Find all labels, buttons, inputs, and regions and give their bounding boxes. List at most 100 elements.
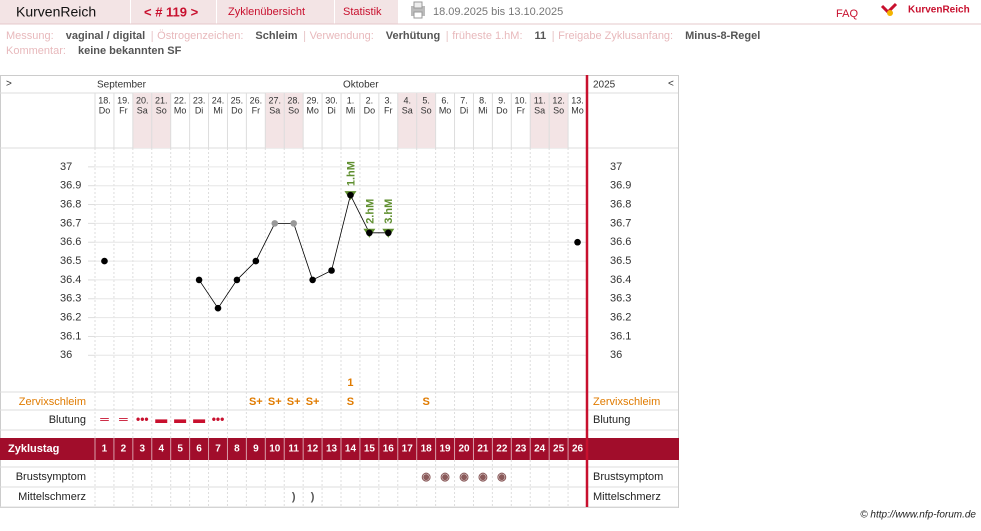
row-label: Brustsymptom <box>16 471 86 483</box>
cycle-day: 4 <box>158 444 164 455</box>
weekday-label: Do <box>364 105 376 115</box>
y-tick-label: 36.4 <box>610 274 631 286</box>
y-tick-label: 36.8 <box>60 198 81 210</box>
nav-prev[interactable]: > <box>6 79 12 90</box>
y-tick-label: 36.9 <box>610 180 631 192</box>
weekday-label: Do <box>231 105 243 115</box>
tab-overview[interactable]: Zyklenübersicht <box>228 6 305 18</box>
weekend-shade <box>416 93 436 148</box>
stats-tab[interactable] <box>335 0 398 24</box>
weekday-label: Di <box>327 105 336 115</box>
temperature-point <box>101 257 108 265</box>
cervix-symbol: S+ <box>306 396 320 408</box>
y-tick-label: 36.1 <box>610 330 631 342</box>
cycle-day: 22 <box>496 444 508 455</box>
date-label: 4. <box>403 95 411 105</box>
print-icon[interactable] <box>411 1 425 19</box>
cycle-day: 14 <box>345 444 357 455</box>
overview-tab[interactable] <box>217 0 334 24</box>
bleeding-symbol: ••• <box>212 412 225 426</box>
hm-label: 2.hM <box>364 199 376 224</box>
cycle-day: 24 <box>534 444 546 455</box>
date-label: 9. <box>498 95 506 105</box>
temperature-point <box>385 229 392 237</box>
cycle-day: 17 <box>402 444 414 455</box>
cycle-day: 3 <box>140 444 146 455</box>
nav-next[interactable]: < <box>668 79 674 90</box>
cycle-day-bar <box>0 438 679 460</box>
cycle-day: 9 <box>253 444 259 455</box>
cycle-day: 7 <box>215 444 221 455</box>
info-value: vaginal / digital <box>66 30 145 42</box>
cervix-symbol: S+ <box>268 396 282 408</box>
temperature-point <box>195 276 203 284</box>
weekday-label: Mo <box>174 105 187 115</box>
y-tick-label: 36 <box>610 349 622 361</box>
hm-label: 3.hM <box>383 199 395 224</box>
app-title[interactable]: KurvenReich <box>16 4 96 20</box>
cycle-day: 20 <box>458 444 470 455</box>
date-label: 11. <box>534 95 546 105</box>
temperature-point <box>271 220 279 227</box>
y-tick-label: 36.7 <box>610 217 631 229</box>
weekend-shade <box>397 93 417 148</box>
weekday-label: Mo <box>439 105 452 115</box>
hm-label: 1.hM <box>345 161 357 186</box>
row-label: Mittelschmerz <box>593 491 661 503</box>
row-label: Blutung <box>593 414 630 426</box>
bleeding-symbol: ▬ <box>193 412 205 426</box>
info-value: 11 <box>535 30 547 42</box>
date-label: 23. <box>193 95 206 105</box>
weekday-label: Do <box>496 105 508 115</box>
cycle-day: 18 <box>421 444 433 455</box>
bleeding-symbol: ═ <box>99 412 109 426</box>
weekend-shade <box>151 93 171 148</box>
faq-link[interactable]: FAQ <box>836 8 858 20</box>
row-label: Zervixschleim <box>19 396 86 408</box>
temperature-point <box>366 229 373 237</box>
pain-symbol: ) <box>311 491 315 503</box>
temperature-point <box>233 276 241 284</box>
info-label: Östrogenzeichen: <box>157 30 243 42</box>
cervix-symbol: S <box>347 396 354 408</box>
bleeding-symbol: ••• <box>136 412 149 426</box>
cycle-day: 13 <box>326 444 338 455</box>
date-range: 18.09.2025 bis 13.10.2025 <box>433 6 563 18</box>
y-tick-label: 36.1 <box>60 330 81 342</box>
date-label: 19. <box>117 95 130 105</box>
date-label: 3. <box>385 95 393 105</box>
cycle-day: 21 <box>477 444 489 455</box>
info-value: Schleim <box>255 30 297 42</box>
cycle-day: 12 <box>307 444 319 455</box>
date-label: 26. <box>250 95 263 105</box>
date-label: 6. <box>441 95 449 105</box>
date-label: 13. <box>571 95 584 105</box>
bleeding-symbol: ═ <box>118 412 128 426</box>
temperature-point <box>309 276 316 284</box>
cervix-symbol: S+ <box>249 396 263 408</box>
weekday-label: Fr <box>384 105 393 115</box>
y-tick-label: 36.9 <box>60 180 81 192</box>
y-tick-label: 37 <box>610 161 622 173</box>
cycle-nav[interactable]: < # 119 > <box>144 4 199 19</box>
cycle-day: 6 <box>196 444 202 455</box>
y-tick-label: 36.8 <box>610 198 631 210</box>
info-value: Minus-8-Regel <box>685 30 760 42</box>
logo-icon <box>880 2 898 16</box>
y-tick-label: 36.7 <box>60 217 81 229</box>
cervix-symbol: S+ <box>287 396 301 408</box>
weekday-label: Mo <box>306 105 319 115</box>
tab-stats[interactable]: Statistik <box>343 6 382 18</box>
app-tab[interactable] <box>0 0 130 24</box>
cycle-tab[interactable] <box>131 0 216 24</box>
comment-label: Kommentar: <box>6 45 66 57</box>
breast-symbol: ◉ <box>440 471 450 483</box>
weekday-label: Mi <box>346 105 356 115</box>
bleeding-symbol: ▬ <box>155 412 167 426</box>
temperature-point <box>328 267 335 274</box>
cycle-day: 1 <box>102 444 108 455</box>
breast-symbol: ◉ <box>478 471 488 483</box>
y-tick-label: 36 <box>60 349 72 361</box>
cycle-day: 8 <box>234 444 240 455</box>
